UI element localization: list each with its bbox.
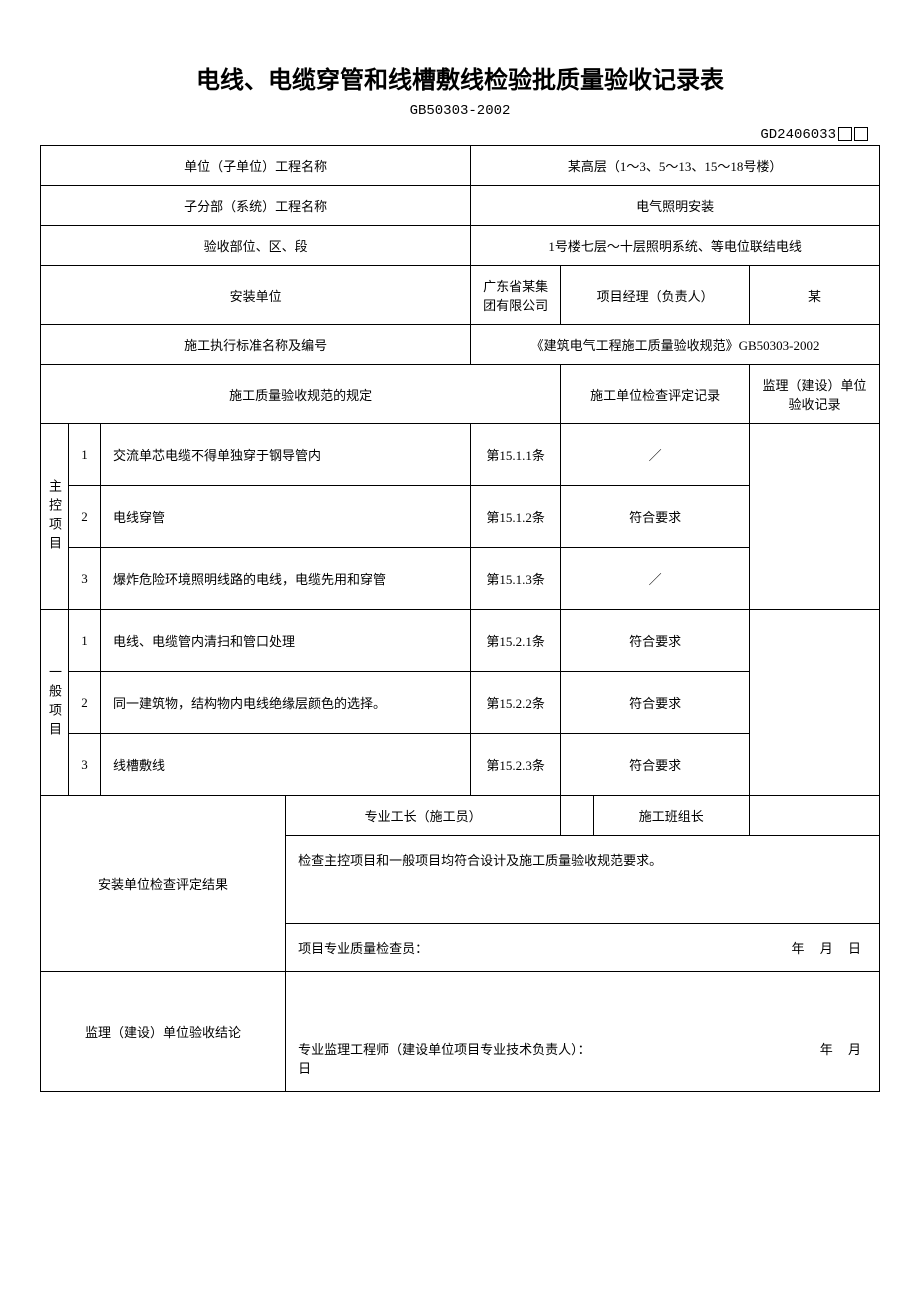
item-ref: 第15.1.2条 [471,486,561,548]
item-number: 3 [69,548,101,610]
foreman-value [561,796,593,836]
form-code-text: GD2406033 [760,127,836,143]
date-ymd: 年 月 日 [791,938,867,957]
table-row: 监理（建设）单位验收结论 专业监理工程师（建设单位项目专业技术负责人）： 年 月… [41,972,880,1092]
item-number: 3 [69,734,101,796]
item-ref: 第15.2.2条 [471,672,561,734]
item-check: 符合要求 [561,486,750,548]
sub-system-value: 电气照明安装 [471,186,880,226]
item-desc: 电线、电缆管内清扫和管口处理 [101,610,471,672]
inspector-sig-cell: 项目专业质量检查员： 年 月 日 [286,924,880,972]
item-ref: 第15.2.1条 [471,610,561,672]
engineer-label: 专业监理工程师（建设单位项目专业技术负责人）： [298,1039,591,1058]
item-check: ／ [561,548,750,610]
team-leader-value [750,796,880,836]
acceptance-part-label: 验收部位、区、段 [41,226,471,266]
item-number: 1 [69,610,101,672]
table-row: 安装单位 广东省某集团有限公司 项目经理（负责人） 某 [41,266,880,325]
conclusion-section-label: 监理（建设）单位验收结论 [41,972,286,1092]
main-items-label: 主控项目 [41,424,69,610]
item-desc: 爆炸危险环境照明线路的电线，电缆先用和穿管 [101,548,471,610]
item-number: 1 [69,424,101,486]
item-number: 2 [69,486,101,548]
result-text: 检查主控项目和一般项目均符合设计及施工质量验收规范要求。 [298,850,867,869]
checkbox-1 [838,127,852,141]
general-items-label: 一般项目 [41,610,69,796]
result-text-cell: 检查主控项目和一般项目均符合设计及施工质量验收规范要求。 [286,836,880,924]
table-row: 子分部（系统）工程名称 电气照明安装 [41,186,880,226]
pm-label: 项目经理（负责人） [561,266,750,325]
team-leader-label: 施工班组长 [593,796,749,836]
acceptance-part-value: 1号楼七层～十层照明系统、等电位联结电线 [471,226,880,266]
standard-code: GB50303-2002 [40,103,880,119]
install-unit-label: 安装单位 [41,266,471,325]
result-section-label: 安装单位检查评定结果 [41,796,286,972]
item-desc: 线槽敷线 [101,734,471,796]
table-row: 单位（子单位）工程名称 某高层（1～3、5～13、15～18号楼） [41,146,880,186]
supervise-column-header: 监理（建设）单位验收记录 [750,365,880,424]
check-column-header: 施工单位检查评定记录 [561,365,750,424]
item-number: 2 [69,672,101,734]
foreman-label: 专业工长（施工员） [286,796,561,836]
supervise-cell [750,424,880,610]
item-ref: 第15.1.3条 [471,548,561,610]
form-code: GD2406033 [40,127,880,143]
table-row: 施工执行标准名称及编号 《建筑电气工程施工质量验收规范》GB50303-2002 [41,325,880,365]
exec-std-label: 施工执行标准名称及编号 [41,325,471,365]
spec-column-header: 施工质量验收规范的规定 [41,365,561,424]
pm-value: 某 [750,266,880,325]
inspector-label: 项目专业质量检查员： [298,938,428,957]
item-desc: 交流单芯电缆不得单独穿于钢导管内 [101,424,471,486]
item-ref: 第15.1.1条 [471,424,561,486]
item-check: ／ [561,424,750,486]
table-row: 一般项目 1 电线、电缆管内清扫和管口处理 第15.2.1条 符合要求 [41,610,880,672]
inspection-table: 单位（子单位）工程名称 某高层（1～3、5～13、15～18号楼） 子分部（系统… [40,145,880,1092]
sub-system-label: 子分部（系统）工程名称 [41,186,471,226]
install-unit-value: 广东省某集团有限公司 [471,266,561,325]
unit-project-value: 某高层（1～3、5～13、15～18号楼） [471,146,880,186]
item-check: 符合要求 [561,672,750,734]
unit-project-label: 单位（子单位）工程名称 [41,146,471,186]
checkbox-2 [854,127,868,141]
table-row: 主控项目 1 交流单芯电缆不得单独穿于钢导管内 第15.1.1条 ／ [41,424,880,486]
item-ref: 第15.2.3条 [471,734,561,796]
item-desc: 电线穿管 [101,486,471,548]
exec-std-value: 《建筑电气工程施工质量验收规范》GB50303-2002 [471,325,880,365]
item-check: 符合要求 [561,734,750,796]
date-ym: 年 月 [820,1039,867,1058]
table-row: 验收部位、区、段 1号楼七层～十层照明系统、等电位联结电线 [41,226,880,266]
item-check: 符合要求 [561,610,750,672]
date-d: 日 [298,1058,867,1077]
table-row: 施工质量验收规范的规定 施工单位检查评定记录 监理（建设）单位验收记录 [41,365,880,424]
supervise-cell [750,610,880,796]
conclusion-cell: 专业监理工程师（建设单位项目专业技术负责人）： 年 月 日 [286,972,880,1092]
item-desc: 同一建筑物，结构物内电线绝缘层颜色的选择。 [101,672,471,734]
document-title: 电线、电缆穿管和线槽敷线检验批质量验收记录表 [40,60,880,95]
table-row: 安装单位检查评定结果 专业工长（施工员） 施工班组长 [41,796,880,836]
